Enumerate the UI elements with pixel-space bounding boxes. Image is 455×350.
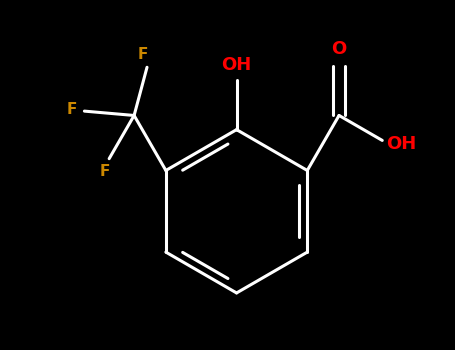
Text: OH: OH [386,135,416,153]
Text: F: F [137,47,148,62]
Text: O: O [331,40,347,58]
Text: OH: OH [222,56,252,74]
Text: F: F [67,102,77,117]
Text: F: F [100,164,110,179]
